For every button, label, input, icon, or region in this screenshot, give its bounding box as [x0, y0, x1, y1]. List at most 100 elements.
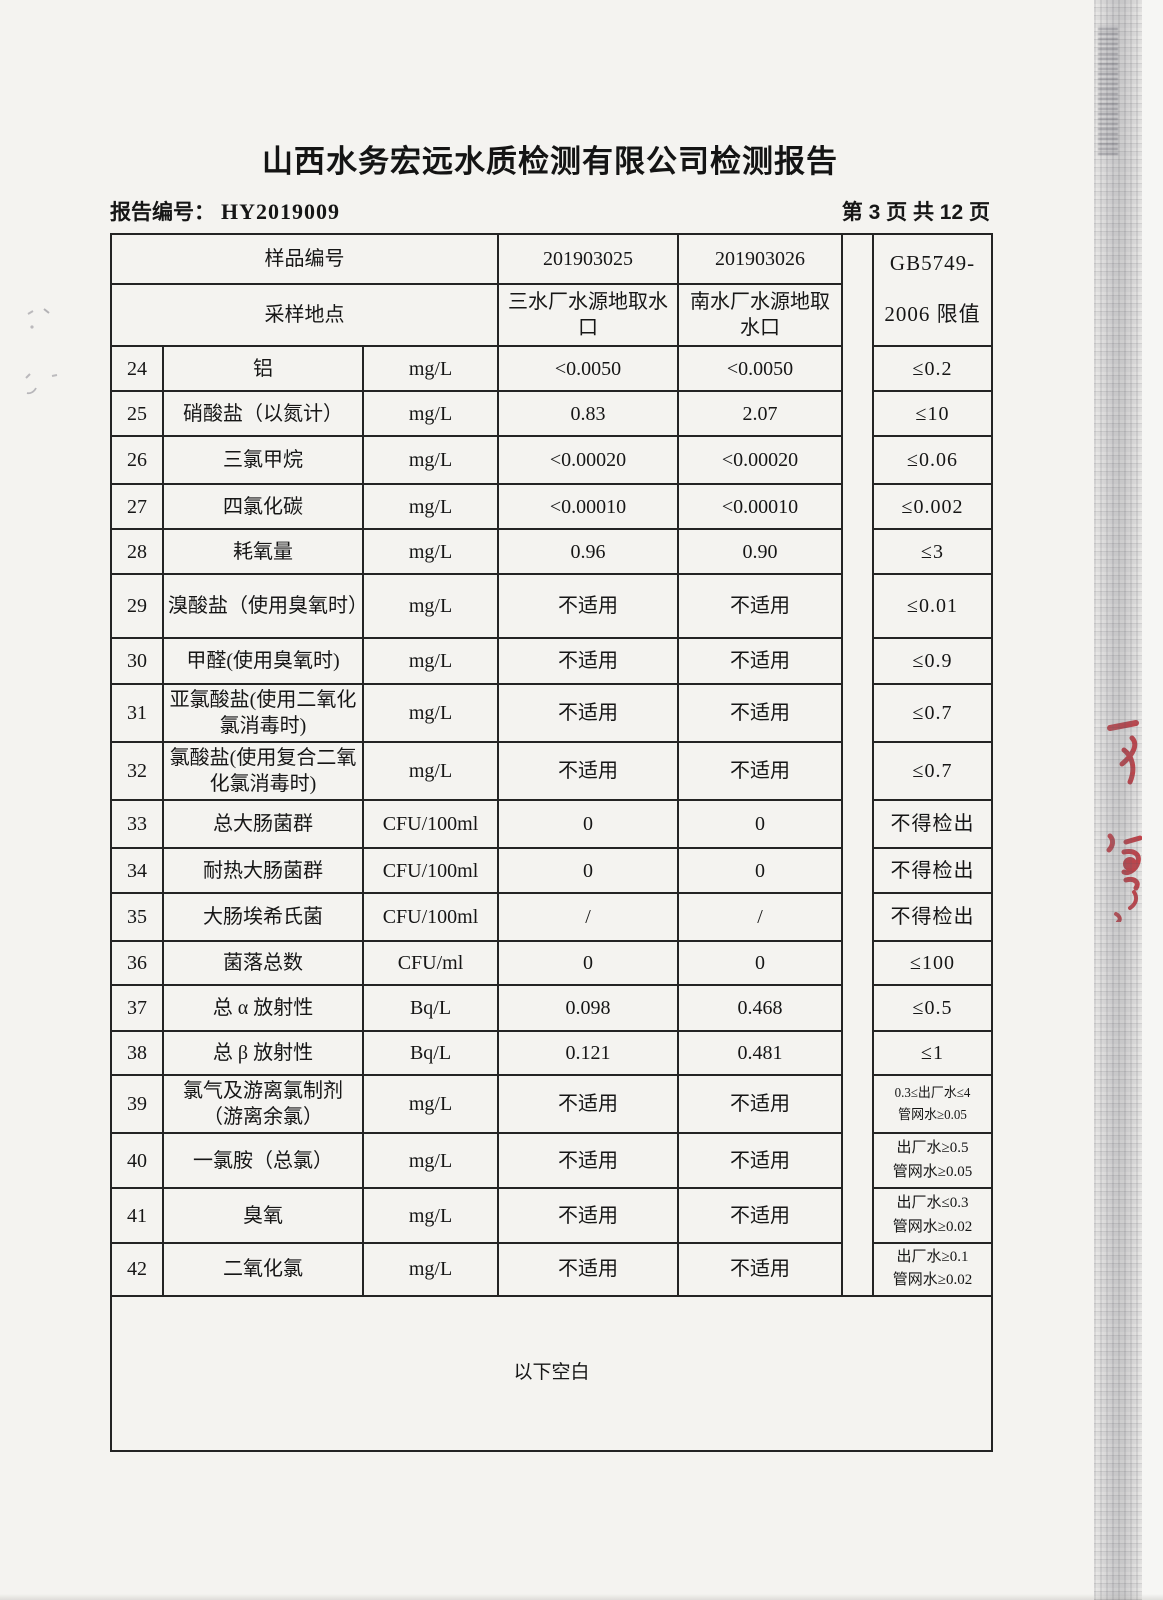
sample1-value-cell: <0.00010	[497, 483, 679, 530]
row-number-cell: 31	[110, 683, 164, 743]
row-number-cell: 28	[110, 528, 164, 575]
table-row: 35 大肠埃希氏菌 CFU/100ml / / 不得检出	[110, 892, 993, 942]
parameter-name-cell: 总 β 放射性	[162, 1030, 364, 1076]
sample2-value-cell: <0.00010	[677, 483, 843, 530]
sample2-value-cell: 不适用	[677, 683, 843, 743]
scanner-edge-streak	[1098, 25, 1118, 155]
parameter-name-cell: 亚氯酸盐(使用二氧化氯消毒时)	[162, 683, 364, 743]
unit-cell: CFU/100ml	[362, 799, 499, 849]
limit-value-cell: 出厂水≥0.1 管网水≥0.02	[872, 1242, 993, 1297]
unit-cell: mg/L	[362, 1187, 499, 1244]
limit-value-cell: ≤1	[872, 1030, 993, 1076]
parameter-name-cell: 甲醛(使用臭氧时)	[162, 637, 364, 685]
report-number-value: HY2019009	[221, 199, 340, 224]
sample2-value-cell: 0.468	[677, 984, 843, 1032]
unit-cell: mg/L	[362, 435, 499, 485]
parameter-name-cell: 总 α 放射性	[162, 984, 364, 1032]
row-number-cell: 38	[110, 1030, 164, 1076]
limit-value-cell: 不得检出	[872, 892, 993, 942]
sample2-value-cell: 不适用	[677, 1242, 843, 1297]
sample2-value-cell: 不适用	[677, 1074, 843, 1134]
unit-cell: mg/L	[362, 1132, 499, 1189]
page-bottom-shadow	[0, 1594, 1163, 1600]
sample2-value-cell: 不适用	[677, 1187, 843, 1244]
table-row: 26 三氯甲烷 mg/L <0.00020 <0.00020 ≤0.06	[110, 435, 993, 485]
unit-cell: mg/L	[362, 1242, 499, 1297]
sample1-value-cell: 不适用	[497, 1187, 679, 1244]
row-number-cell: 27	[110, 483, 164, 530]
limit-value-cell: ≤0.06	[872, 435, 993, 485]
limit-value-cell: 不得检出	[872, 799, 993, 849]
parameter-name-cell: 臭氧	[162, 1187, 364, 1244]
table-row: 32 氯酸盐(使用复合二氧化氯消毒时) mg/L 不适用 不适用 ≤0.7	[110, 741, 993, 801]
sample-id-label-cell: 样品编号	[110, 233, 499, 285]
unit-cell: mg/L	[362, 741, 499, 801]
report-number-label: 报告编号：	[110, 201, 215, 224]
sample2-value-cell: 0	[677, 847, 843, 894]
page-right-margin	[1142, 0, 1163, 1600]
table-row: 39 氯气及游离氯制剂（游离余氯） mg/L 不适用 不适用 0.3≤出厂水≤4…	[110, 1074, 992, 1134]
sample1-value-cell: 不适用	[497, 637, 679, 685]
report-meta-row: 报告编号： HY2019009 第 3 页 共 12 页	[110, 196, 990, 226]
blank-below-note: 以下空白	[110, 1294, 993, 1452]
limit-header-line1: GB5749-	[889, 251, 976, 275]
sample1-value-cell: 不适用	[497, 683, 679, 743]
row-number-cell: 34	[110, 847, 164, 894]
limit-value-cell: 0.3≤出厂水≤4 管网水≥0.05	[874, 1074, 991, 1134]
row-number-cell: 37	[110, 984, 164, 1032]
parameter-name-cell: 菌落总数	[162, 940, 364, 986]
sample2-value-cell: 不适用	[677, 741, 843, 801]
parameter-name-cell: 氯酸盐(使用复合二氧化氯消毒时)	[162, 741, 364, 801]
sample2-value-cell: /	[677, 892, 843, 942]
sample2-value-cell: 0	[677, 940, 843, 986]
location-2-cell: 南水厂水源地取水口	[677, 283, 843, 347]
table-row: 30 甲醛(使用臭氧时) mg/L 不适用 不适用 ≤0.9	[110, 637, 993, 685]
limit-value-cell: ≤0.7	[872, 741, 993, 801]
table-row: 33 总大肠菌群 CFU/100ml 0 0 不得检出	[110, 799, 993, 849]
table-row: 36 菌落总数 CFU/ml 0 0 ≤100	[110, 940, 993, 986]
row-number-cell: 41	[110, 1187, 164, 1244]
row-number-cell: 24	[110, 345, 164, 392]
parameter-name-cell: 大肠埃希氏菌	[162, 892, 364, 942]
sample1-value-cell: 不适用	[497, 1242, 679, 1297]
unit-cell: mg/L	[362, 483, 499, 530]
table-row: 38 总 β 放射性 Bq/L 0.121 0.481 ≤1	[110, 1030, 993, 1076]
row-number-cell: 29	[110, 573, 164, 639]
row-number-cell: 25	[110, 390, 164, 437]
sample2-value-cell: 不适用	[677, 573, 843, 639]
table-row: 41 臭氧 mg/L 不适用 不适用 出厂水≤0.3 管网水≥0.02	[110, 1187, 993, 1244]
parameter-name-cell: 总大肠菌群	[162, 799, 364, 849]
row-number-cell: 35	[110, 892, 164, 942]
limit-value-cell: ≤0.01	[872, 573, 993, 639]
row-number-cell: 40	[110, 1132, 164, 1189]
sample1-value-cell: <0.0050	[497, 345, 679, 392]
table-footer-row: 以下空白	[110, 1294, 993, 1452]
limit-value-cell: ≤0.9	[872, 637, 993, 685]
sample2-value-cell: 0.481	[677, 1030, 843, 1076]
table-row: 40 一氯胺（总氯） mg/L 不适用 不适用 出厂水≥0.5 管网水≥0.05	[110, 1132, 993, 1189]
table-header-sample-id-row: 样品编号 201903025 201903026 GB5749- 2006 限值	[110, 233, 993, 1297]
sample1-value-cell: /	[497, 892, 679, 942]
unit-cell: Bq/L	[362, 1030, 499, 1076]
location-1-cell: 三水厂水源地取水口	[497, 283, 679, 347]
unit-cell: mg/L	[362, 683, 499, 743]
parameter-name-cell: 溴酸盐（使用臭氧时）	[162, 573, 364, 639]
unit-cell: CFU/100ml	[362, 892, 499, 942]
sample2-value-cell: 2.07	[677, 390, 843, 437]
sample1-value-cell: 0.83	[497, 390, 679, 437]
parameter-name-cell: 耗氧量	[162, 528, 364, 575]
table-row: 28 耗氧量 mg/L 0.96 0.90 ≤3	[110, 528, 993, 575]
limit-value-cell: ≤10	[872, 390, 993, 437]
sample1-value-cell: 0.098	[497, 984, 679, 1032]
spacer-column	[841, 233, 874, 1297]
unit-cell: Bq/L	[362, 984, 499, 1032]
parameter-name-cell: 耐热大肠菌群	[162, 847, 364, 894]
limit-header-line2: 2006 限值	[884, 301, 981, 326]
water-quality-table: 样品编号 201903025 201903026 GB5749- 2006 限值…	[110, 233, 993, 1452]
unit-cell: CFU/ml	[362, 940, 499, 986]
sample-id-2-cell: 201903026	[677, 233, 843, 285]
sample1-value-cell: 0	[497, 799, 679, 849]
sample1-value-cell: 不适用	[497, 1132, 679, 1189]
unit-cell: mg/L	[362, 637, 499, 685]
